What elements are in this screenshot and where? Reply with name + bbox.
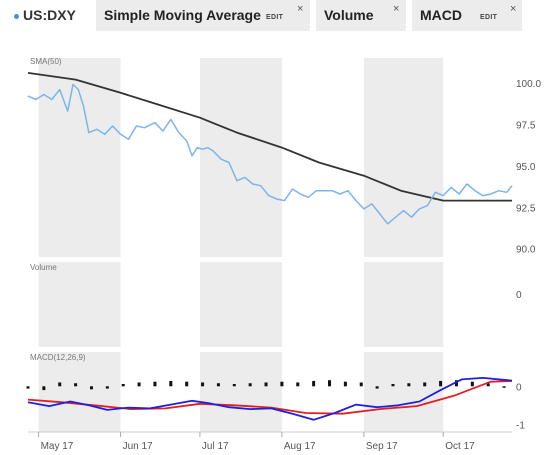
tab-label: Volume (324, 7, 374, 23)
month-band (38, 352, 121, 432)
close-icon[interactable]: × (510, 3, 517, 15)
indicator-toolbar: US:DXY Simple Moving Average EDIT × Volu… (0, 0, 550, 34)
y-tick-label: 95.0 (516, 162, 536, 173)
x-tick-label: Aug 17 (284, 441, 316, 452)
histogram-bar (216, 383, 220, 387)
histogram-bar (74, 383, 78, 387)
histogram-bar (105, 386, 109, 389)
histogram-bar (328, 380, 332, 387)
close-icon[interactable]: × (297, 3, 304, 15)
histogram-bar (26, 386, 30, 389)
x-tick-label: Sep 17 (366, 441, 398, 452)
y-tick-label: -1 (516, 420, 525, 431)
x-tick-label: Oct 17 (445, 441, 475, 452)
series-color-dot (14, 14, 19, 19)
macd-line (27, 376, 513, 421)
histogram-bar (42, 386, 46, 391)
month-band (199, 352, 282, 432)
histogram-bar (343, 381, 347, 387)
tab-volume[interactable]: Volume × (316, 0, 406, 31)
edit-button[interactable]: EDIT (266, 14, 284, 21)
panel-title: MACD(12,26,9) (30, 353, 86, 362)
x-tick-label: May 17 (41, 441, 74, 452)
histogram-bar (201, 382, 205, 387)
y-tick-label: 92.5 (516, 203, 536, 214)
month-band (363, 58, 444, 257)
histogram-bar (153, 381, 157, 387)
histogram-bar (137, 382, 141, 387)
histogram-bar (185, 381, 189, 387)
price-line (27, 83, 513, 225)
month-band (199, 58, 282, 257)
histogram-bar (169, 380, 173, 387)
panel-title: Volume (30, 263, 57, 272)
symbol-tab[interactable]: US:DXY (14, 5, 104, 27)
close-icon[interactable]: × (393, 3, 400, 15)
histogram-bar (439, 380, 443, 387)
y-tick-label: 97.5 (516, 120, 536, 131)
histogram-bar (232, 384, 236, 387)
month-band (38, 58, 121, 257)
histogram-bar (264, 382, 268, 387)
panel-title: SMA(50) (30, 57, 62, 66)
tab-label: Simple Moving Average (104, 7, 261, 23)
y-tick-label: 100.0 (516, 79, 541, 90)
sma-line (27, 72, 512, 202)
histogram-bar (454, 380, 458, 387)
histogram-bar (121, 384, 125, 387)
y-tick-label: 90.0 (516, 245, 536, 256)
histogram-bar (296, 382, 300, 387)
histogram-bar (280, 381, 284, 387)
y-tick-label: 0 (516, 290, 522, 301)
tab-label: MACD (420, 7, 462, 23)
histogram-bar (248, 383, 252, 387)
histogram-bar (375, 386, 379, 389)
tab-macd[interactable]: MACD EDIT × (412, 0, 522, 31)
x-tick-label: Jul 17 (202, 441, 229, 452)
histogram-bar (391, 384, 395, 387)
histogram-bar (58, 382, 62, 387)
edit-button[interactable]: EDIT (480, 14, 498, 21)
x-tick-label: Jun 17 (123, 441, 153, 452)
month-band (38, 262, 121, 347)
histogram-bar (470, 381, 474, 387)
y-tick-label: 0 (516, 382, 522, 393)
histogram-bar (89, 386, 93, 390)
histogram-bar (502, 386, 506, 388)
histogram-bar (312, 380, 316, 387)
histogram-bar (359, 382, 363, 387)
tab-simple-moving-average[interactable]: Simple Moving Average EDIT × (96, 0, 310, 31)
month-band (363, 352, 444, 432)
month-band (199, 262, 282, 347)
histogram-bar (486, 383, 490, 387)
histogram-bar (423, 382, 427, 387)
month-band (363, 262, 444, 347)
histogram-bar (407, 383, 411, 387)
symbol-label: US:DXY (23, 7, 76, 23)
